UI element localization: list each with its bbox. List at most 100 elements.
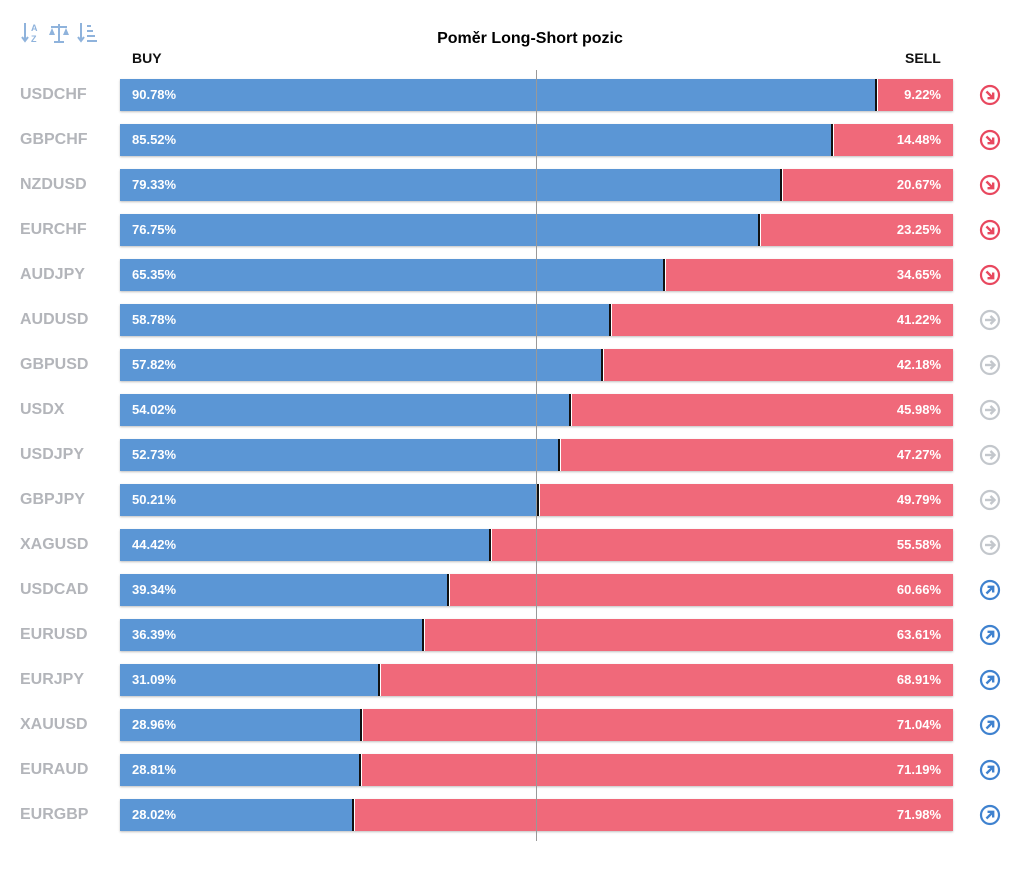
pair-row: XAUUSD 28.96% 71.04%: [0, 709, 1032, 741]
bar-divider: [609, 304, 612, 336]
sell-value-label: 68.91%: [896, 672, 941, 687]
buy-value-label: 28.81%: [132, 762, 177, 777]
sell-value-label: 9.22%: [904, 87, 941, 102]
pair-symbol[interactable]: AUDUSD: [20, 311, 89, 328]
buy-bar-segment: [120, 214, 759, 246]
buy-bar-segment: [120, 619, 423, 651]
pair-row: NZDUSD 79.33% 20.67%: [0, 169, 1032, 201]
buy-bar-segment: [120, 799, 353, 831]
pair-symbol[interactable]: GBPJPY: [20, 491, 85, 508]
trend-up-icon[interactable]: [979, 714, 1001, 736]
trend-down-icon[interactable]: [979, 264, 1001, 286]
buy-bar-segment: [120, 574, 448, 606]
bar-divider: [758, 214, 761, 246]
bar-divider: [569, 394, 572, 426]
buy-value-label: 57.82%: [132, 357, 177, 372]
buy-value-label: 52.73%: [132, 447, 177, 462]
pair-symbol[interactable]: USDCHF: [20, 86, 87, 103]
trend-neutral-icon[interactable]: [979, 399, 1001, 421]
pair-row: AUDJPY 65.35% 34.65%: [0, 259, 1032, 291]
trend-up-icon[interactable]: [979, 669, 1001, 691]
pair-symbol[interactable]: USDJPY: [20, 446, 85, 463]
pair-row: USDCHF 90.78% 9.22%: [0, 79, 1032, 111]
svg-text:A: A: [31, 23, 38, 33]
bar-divider: [875, 79, 878, 111]
sell-value-label: 20.67%: [896, 177, 941, 192]
bar-divider: [831, 124, 834, 156]
pair-symbol[interactable]: EURAUD: [20, 761, 89, 778]
pair-symbol[interactable]: XAUUSD: [20, 716, 88, 733]
trend-neutral-icon[interactable]: [979, 534, 1001, 556]
bar-divider: [378, 664, 381, 696]
sell-value-label: 14.48%: [896, 132, 941, 147]
trend-up-icon[interactable]: [979, 579, 1001, 601]
pair-row: USDX 54.02% 45.98%: [0, 394, 1032, 426]
trend-down-icon[interactable]: [979, 84, 1001, 106]
sort-amount-icon[interactable]: [76, 20, 98, 46]
trend-up-icon[interactable]: [979, 759, 1001, 781]
sell-value-label: 49.79%: [896, 492, 941, 507]
sell-value-label: 42.18%: [896, 357, 941, 372]
sell-value-label: 60.66%: [896, 582, 941, 597]
buy-value-label: 90.78%: [132, 87, 177, 102]
ratio-bar[interactable]: 44.42% 55.58%: [120, 529, 953, 561]
bar-divider: [601, 349, 604, 381]
buy-value-label: 28.02%: [132, 807, 177, 822]
buy-bar-segment: [120, 754, 360, 786]
buy-value-label: 79.33%: [132, 177, 177, 192]
pair-row: GBPUSD 57.82% 42.18%: [0, 349, 1032, 381]
pair-symbol[interactable]: GBPCHF: [20, 131, 88, 148]
pair-row: EURUSD 36.39% 63.61%: [0, 619, 1032, 651]
sell-value-label: 55.58%: [896, 537, 941, 552]
trend-down-icon[interactable]: [979, 129, 1001, 151]
pair-row: EURGBP 28.02% 71.98%: [0, 799, 1032, 831]
trend-neutral-icon[interactable]: [979, 309, 1001, 331]
buy-bar-segment: [120, 484, 538, 516]
trend-down-icon[interactable]: [979, 219, 1001, 241]
bar-divider: [422, 619, 425, 651]
buy-bar-segment: [120, 664, 379, 696]
balance-scale-icon[interactable]: [48, 20, 70, 46]
bar-divider: [359, 754, 362, 786]
pair-symbol[interactable]: XAGUSD: [20, 536, 89, 553]
pair-symbol[interactable]: GBPUSD: [20, 356, 89, 373]
trend-neutral-icon[interactable]: [979, 354, 1001, 376]
pair-row: GBPCHF 85.52% 14.48%: [0, 124, 1032, 156]
svg-text:Z: Z: [31, 34, 37, 44]
sell-value-label: 34.65%: [896, 267, 941, 282]
trend-neutral-icon[interactable]: [979, 489, 1001, 511]
pair-row: USDJPY 52.73% 47.27%: [0, 439, 1032, 471]
sell-value-label: 71.04%: [896, 717, 941, 732]
pair-symbol[interactable]: EURUSD: [20, 626, 88, 643]
trend-neutral-icon[interactable]: [979, 444, 1001, 466]
pair-symbol[interactable]: EURJPY: [20, 671, 85, 688]
pair-row: GBPJPY 50.21% 49.79%: [0, 484, 1032, 516]
pair-row: EURJPY 31.09% 68.91%: [0, 664, 1032, 696]
ratio-bar[interactable]: 28.81% 71.19%: [120, 754, 953, 786]
bar-divider: [489, 529, 492, 561]
bar-divider: [558, 439, 561, 471]
trend-up-icon[interactable]: [979, 804, 1001, 826]
pair-symbol[interactable]: USDX: [20, 401, 65, 418]
sell-value-label: 71.19%: [896, 762, 941, 777]
pair-symbol[interactable]: EURGBP: [20, 806, 89, 823]
sell-value-label: 63.61%: [896, 627, 941, 642]
sort-alpha-icon[interactable]: A Z: [20, 20, 42, 46]
bar-divider: [352, 799, 355, 831]
buy-value-label: 50.21%: [132, 492, 177, 507]
bar-divider: [780, 169, 783, 201]
bar-divider: [447, 574, 450, 606]
pair-symbol[interactable]: AUDJPY: [20, 266, 85, 283]
pair-symbol[interactable]: EURCHF: [20, 221, 87, 238]
buy-bar-segment: [120, 394, 570, 426]
pair-symbol[interactable]: USDCAD: [20, 581, 89, 598]
trend-up-icon[interactable]: [979, 624, 1001, 646]
sell-header: SELL: [905, 50, 941, 66]
buy-value-label: 85.52%: [132, 132, 177, 147]
buy-value-label: 39.34%: [132, 582, 177, 597]
trend-down-icon[interactable]: [979, 174, 1001, 196]
bar-divider: [663, 259, 666, 291]
pair-symbol[interactable]: NZDUSD: [20, 176, 87, 193]
buy-value-label: 31.09%: [132, 672, 177, 687]
